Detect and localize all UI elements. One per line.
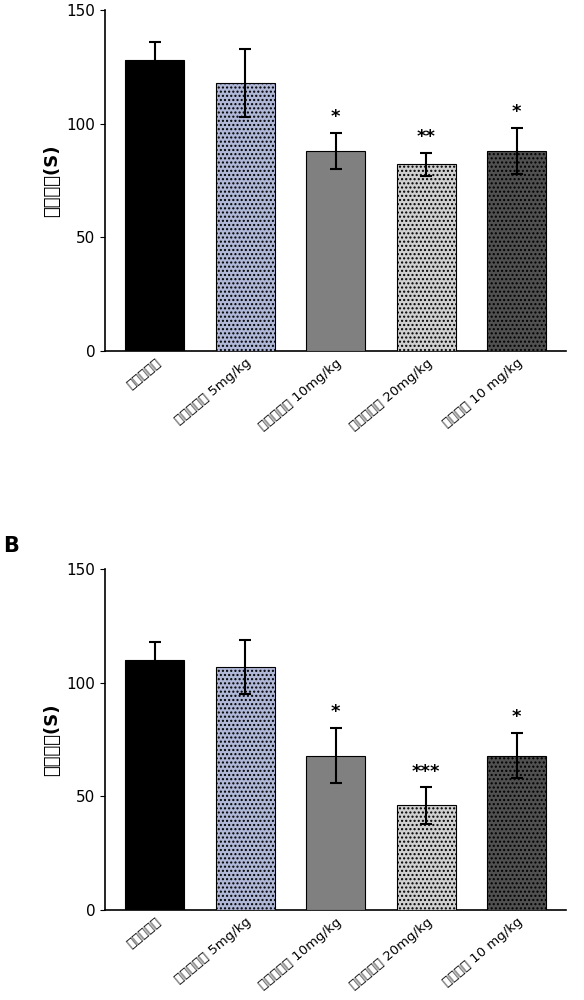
Bar	[307, 151, 365, 351]
Y-axis label: 不动时间(S): 不动时间(S)	[43, 144, 61, 217]
Bar	[126, 660, 185, 910]
Bar	[216, 667, 274, 910]
Text: **: **	[417, 128, 436, 146]
Text: *: *	[331, 108, 340, 126]
Text: ***: ***	[412, 763, 440, 781]
Text: *: *	[512, 103, 522, 121]
Text: *: *	[331, 703, 340, 721]
Text: *: *	[512, 708, 522, 726]
Y-axis label: 不动时间(S): 不动时间(S)	[43, 703, 61, 776]
Text: B: B	[4, 536, 19, 556]
Bar	[126, 60, 185, 351]
Bar	[397, 164, 456, 351]
Bar	[307, 756, 365, 910]
Bar	[397, 805, 456, 910]
Bar	[487, 756, 546, 910]
Bar	[216, 83, 274, 351]
Bar	[487, 151, 546, 351]
